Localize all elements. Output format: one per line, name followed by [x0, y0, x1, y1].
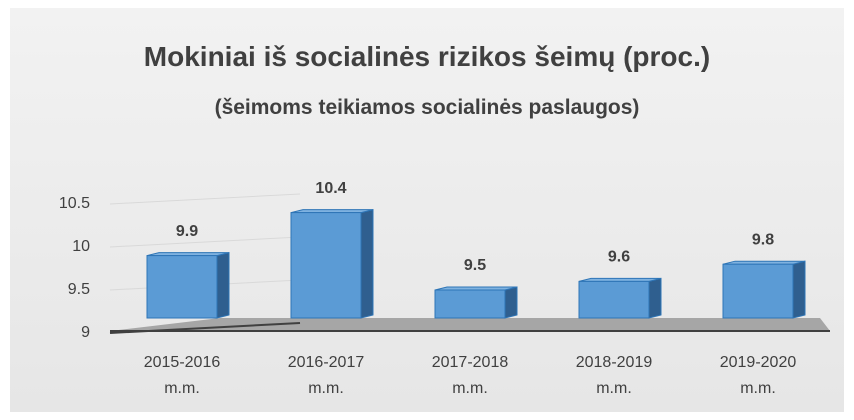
y-tick-label: 10 — [72, 238, 90, 255]
bar-side — [216, 251, 230, 319]
bar — [290, 212, 362, 319]
x-tick-label: 2017-2018 m.m. — [431, 354, 509, 397]
y-tick-label: 9 — [81, 324, 90, 341]
x-tick-label: 2018-2019 m.m. — [575, 354, 653, 397]
bar-side — [504, 286, 518, 319]
x-tick-label: 2016-2017 m.m. — [287, 354, 365, 397]
y-tick-label: 10.5 — [59, 195, 90, 212]
bar — [434, 289, 506, 319]
floor — [110, 318, 830, 331]
bar — [578, 280, 650, 319]
data-label: 9.9 — [176, 223, 198, 240]
data-label: 9.6 — [608, 249, 630, 266]
data-label: 9.5 — [464, 257, 486, 274]
bar-side — [792, 260, 806, 319]
chart-title: Mokiniai iš socialinės rizikos šeimų (pr… — [143, 41, 711, 72]
bar-side — [360, 208, 374, 319]
title-block: Mokiniai iš socialinės rizikos šeimų (pr… — [117, 34, 737, 133]
bar — [146, 255, 218, 319]
bar-side — [648, 277, 662, 319]
x-tick-label: 2015-2016 m.m. — [143, 354, 221, 397]
grid-line — [109, 236, 301, 248]
bar — [722, 263, 794, 319]
data-label: 9.8 — [752, 231, 774, 248]
data-label: 10.4 — [315, 180, 346, 197]
grid-line — [109, 193, 301, 205]
chart-area — [10, 8, 844, 412]
chart-subtitle: (šeimoms teikiamos socialinės paslaugos) — [214, 96, 640, 119]
y-tick-label: 9.5 — [68, 281, 90, 298]
x-tick-label: 2019-2020 m.m. — [719, 354, 797, 397]
